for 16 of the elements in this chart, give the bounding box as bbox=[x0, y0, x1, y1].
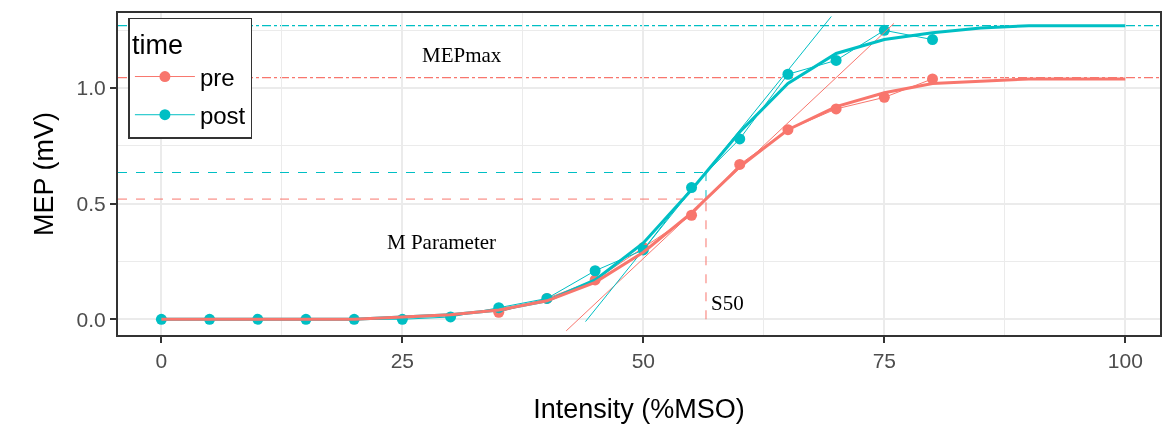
x-axis-title: Intensity (%MSO) bbox=[533, 394, 745, 424]
y-tick-label: 1.0 bbox=[76, 76, 106, 100]
legend-label: post bbox=[199, 102, 246, 130]
annotation: M Parameter bbox=[387, 230, 497, 254]
x-tick-label: 50 bbox=[631, 349, 656, 373]
x-tick-label: 0 bbox=[155, 349, 168, 373]
legend-title: time bbox=[131, 30, 183, 61]
annotation: S50 bbox=[711, 291, 744, 315]
annotation: MEPmax bbox=[422, 43, 502, 67]
x-tick-label: 25 bbox=[390, 349, 415, 373]
y-axis-title: MEP (mV) bbox=[29, 111, 59, 237]
y-tick-label: 0.0 bbox=[76, 307, 106, 331]
x-tick-label: 100 bbox=[1107, 349, 1143, 373]
legend-label: pre bbox=[199, 63, 235, 91]
y-tick-label: 0.5 bbox=[76, 192, 106, 216]
x-tick-label: 75 bbox=[872, 349, 896, 373]
